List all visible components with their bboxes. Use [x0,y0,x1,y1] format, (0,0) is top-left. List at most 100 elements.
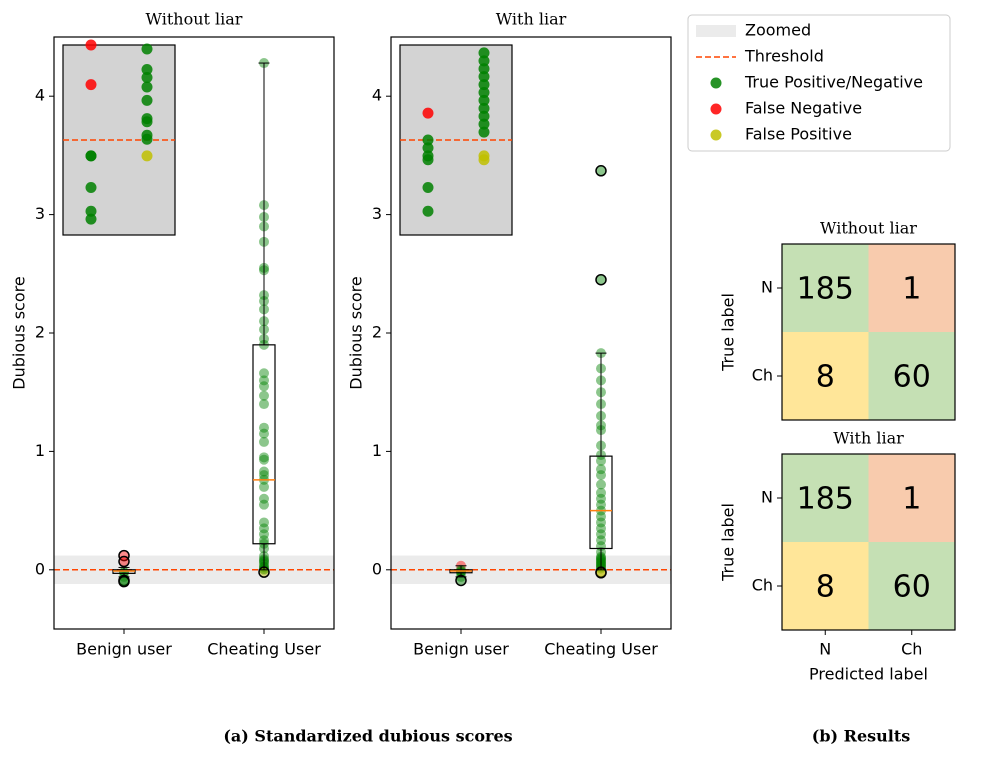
data-point [259,466,269,477]
data-point [259,481,269,492]
cm-title: Without liar [820,219,917,238]
cm-cell [868,542,955,630]
data-point [596,487,606,498]
data-point [596,455,606,466]
inset-point [478,79,490,91]
data-point [259,517,269,528]
inset-point [85,79,97,91]
cm-value: 60 [893,570,931,605]
box [589,455,613,550]
data-point [259,428,269,439]
cm-frame [781,453,956,631]
data-point [596,493,606,504]
legend-label: False Positive [745,125,852,144]
legend-label: True Positive/Negative [744,73,923,92]
inset-point [85,182,97,193]
inset-point [141,94,153,106]
y-axis-label: True label [719,293,738,372]
inset-point [141,116,153,128]
cm-cell [868,332,955,420]
y-axis-label: Dubious score [10,276,29,389]
legend-label: False Negative [745,99,862,118]
data-point [118,575,130,588]
inset-point [85,213,97,225]
data-point [259,523,269,534]
inset-point [141,133,153,145]
y-tick-label: 1 [35,441,45,460]
data-point [259,375,269,386]
legend-label: Threshold [744,47,824,66]
data-point [259,493,269,504]
inset-point [478,87,490,98]
inset-point [422,142,434,154]
inset-point [478,94,490,106]
data-point [259,399,269,410]
inset-point [422,107,434,119]
legend-swatch [710,103,722,115]
inset-point [85,205,97,217]
inset-point [141,71,153,83]
y-tick-label: 4 [35,86,45,105]
y-tick-label: 4 [372,86,382,105]
inset-point [478,102,490,114]
cm-cell [782,454,869,542]
data-point [596,523,606,534]
inset-point [422,134,434,146]
data-point [259,535,269,546]
cm-title: With liar [833,429,904,448]
data-point [596,511,606,522]
data-point [596,479,606,490]
data-point [259,454,269,465]
y-tick-label: 3 [372,204,382,223]
cm-cell [782,332,869,420]
x-tick-label: Ch [901,640,922,659]
data-point [596,529,606,540]
y-tick-label: 2 [35,323,45,342]
x-tick-label: N [819,640,831,659]
y-tick-label: N [761,278,773,297]
cm-cell [782,244,869,332]
data-point [596,499,606,510]
x-axis-label: Predicted label [809,665,928,684]
legend-label: Zoomed [745,21,811,40]
cm-value: 185 [797,272,854,307]
data-point [259,452,269,463]
inset-point [141,81,153,93]
cm-value: 1 [902,482,921,517]
data-point [118,555,130,568]
y-tick-label: N [761,488,773,507]
data-point [259,368,269,379]
cm-frame [781,243,956,421]
y-tick-label: 0 [372,559,382,578]
legend-box [687,14,951,152]
inset-point [478,154,490,166]
data-point [596,517,606,528]
cm-value: 8 [816,360,835,395]
data-point [259,499,269,510]
data-point [259,422,269,433]
plot-frame [53,36,335,630]
data-point [596,470,606,481]
inset-point [478,71,490,83]
y-axis-label: Dubious score [347,276,366,389]
cm-cell [868,244,955,332]
y-tick-label: 2 [372,323,382,342]
inset-point [478,126,490,138]
y-tick-label: Ch [752,576,773,595]
cm-cell [782,542,869,630]
inset-point [422,205,434,217]
inset-point [478,118,490,130]
data-point [259,436,269,447]
inset-point [478,55,490,67]
data-point [259,470,269,481]
inset-point [141,150,153,162]
y-tick-label: 1 [372,441,382,460]
inset-point [422,182,434,193]
cm-value: 1 [902,272,921,307]
cm-value: 8 [816,570,835,605]
y-tick-label: 0 [35,559,45,578]
caption: (b) Results [812,727,911,746]
data-point [259,381,269,392]
y-axis-label: True label [719,503,738,582]
